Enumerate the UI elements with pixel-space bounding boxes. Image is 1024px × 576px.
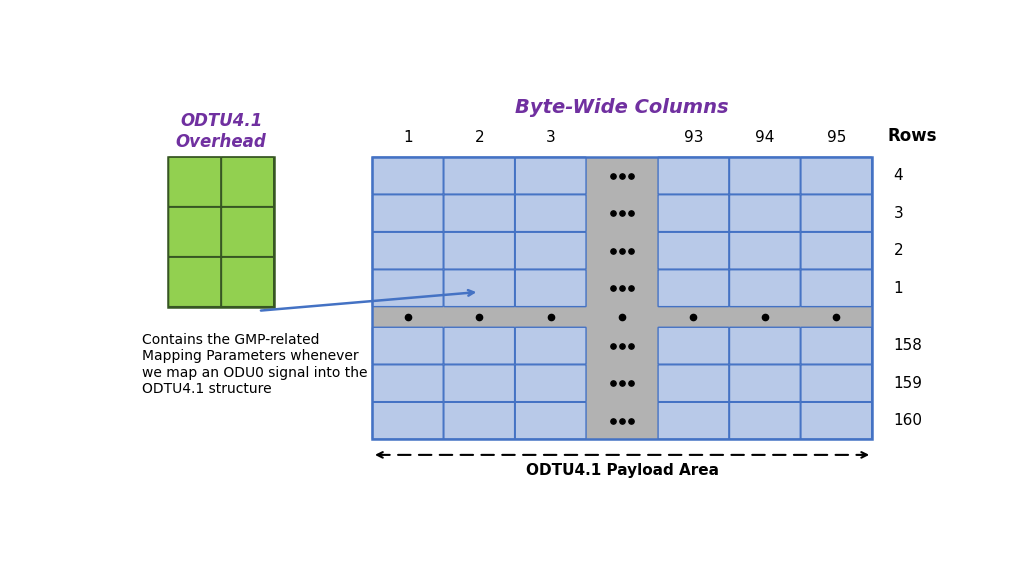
Bar (168, 157, 274, 307)
FancyBboxPatch shape (221, 257, 273, 306)
FancyBboxPatch shape (729, 270, 801, 306)
FancyBboxPatch shape (729, 195, 801, 232)
Text: JC1: JC1 (234, 175, 261, 190)
Text: 158: 158 (894, 338, 923, 353)
FancyBboxPatch shape (373, 232, 443, 269)
Text: Contains the GMP-related
Mapping Parameters whenever
we map an ODU0 signal into : Contains the GMP-related Mapping Paramet… (142, 333, 368, 396)
FancyBboxPatch shape (801, 232, 871, 269)
Text: 94: 94 (755, 130, 774, 145)
FancyBboxPatch shape (373, 270, 443, 306)
FancyBboxPatch shape (443, 157, 515, 194)
FancyBboxPatch shape (658, 365, 729, 401)
FancyBboxPatch shape (515, 232, 586, 269)
FancyBboxPatch shape (801, 157, 871, 194)
FancyBboxPatch shape (801, 327, 871, 364)
FancyBboxPatch shape (443, 402, 515, 439)
FancyBboxPatch shape (515, 195, 586, 232)
FancyBboxPatch shape (729, 157, 801, 194)
Text: JC3: JC3 (234, 274, 261, 289)
Text: Rows: Rows (888, 127, 937, 145)
FancyBboxPatch shape (658, 270, 729, 306)
Text: Byte-Wide Columns: Byte-Wide Columns (515, 98, 729, 117)
FancyBboxPatch shape (221, 207, 273, 257)
FancyBboxPatch shape (169, 207, 221, 257)
Bar (587, 157, 657, 439)
FancyBboxPatch shape (443, 232, 515, 269)
FancyBboxPatch shape (515, 157, 586, 194)
FancyBboxPatch shape (515, 402, 586, 439)
Text: JC5: JC5 (181, 225, 208, 240)
FancyBboxPatch shape (801, 402, 871, 439)
Text: 159: 159 (894, 376, 923, 391)
FancyBboxPatch shape (373, 402, 443, 439)
FancyBboxPatch shape (729, 232, 801, 269)
Text: 3: 3 (546, 130, 556, 145)
FancyBboxPatch shape (801, 270, 871, 306)
Text: JC6: JC6 (181, 274, 208, 289)
FancyBboxPatch shape (658, 195, 729, 232)
FancyBboxPatch shape (658, 402, 729, 439)
FancyBboxPatch shape (373, 327, 443, 364)
FancyBboxPatch shape (658, 327, 729, 364)
FancyBboxPatch shape (729, 327, 801, 364)
Text: 2: 2 (474, 130, 484, 145)
FancyBboxPatch shape (515, 365, 586, 401)
FancyBboxPatch shape (658, 232, 729, 269)
Text: ODTU4.1 Payload Area: ODTU4.1 Payload Area (525, 463, 719, 478)
FancyBboxPatch shape (373, 365, 443, 401)
FancyBboxPatch shape (169, 257, 221, 306)
Text: 93: 93 (684, 130, 703, 145)
Bar (372, 157, 872, 439)
Text: 160: 160 (894, 413, 923, 428)
Text: 3: 3 (894, 206, 903, 221)
FancyBboxPatch shape (443, 365, 515, 401)
FancyBboxPatch shape (729, 402, 801, 439)
FancyBboxPatch shape (801, 365, 871, 401)
FancyBboxPatch shape (443, 270, 515, 306)
Text: 1: 1 (403, 130, 413, 145)
Text: JC4: JC4 (181, 175, 208, 190)
Text: 2: 2 (894, 243, 903, 258)
Bar (372, 307, 872, 327)
Text: 4: 4 (894, 168, 903, 183)
FancyBboxPatch shape (443, 195, 515, 232)
FancyBboxPatch shape (221, 157, 273, 207)
FancyBboxPatch shape (169, 157, 221, 207)
Text: 95: 95 (826, 130, 846, 145)
Text: 1: 1 (894, 281, 903, 295)
FancyBboxPatch shape (801, 195, 871, 232)
FancyBboxPatch shape (515, 270, 586, 306)
FancyBboxPatch shape (373, 195, 443, 232)
Text: ODTU4.1
Overhead: ODTU4.1 Overhead (176, 112, 266, 151)
FancyBboxPatch shape (515, 327, 586, 364)
FancyBboxPatch shape (729, 365, 801, 401)
Text: JC2: JC2 (234, 225, 261, 240)
FancyBboxPatch shape (658, 157, 729, 194)
FancyBboxPatch shape (373, 157, 443, 194)
FancyBboxPatch shape (443, 327, 515, 364)
